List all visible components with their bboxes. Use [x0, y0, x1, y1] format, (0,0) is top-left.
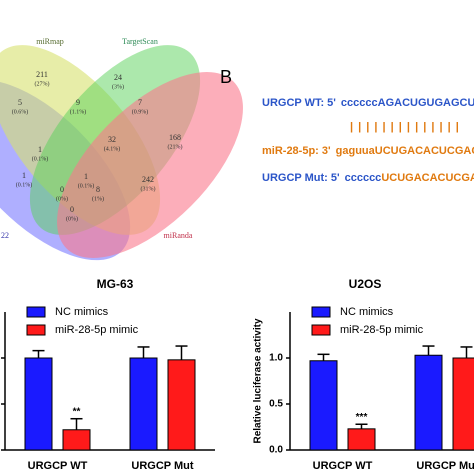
- bar: [62, 429, 91, 451]
- venn-percent: (0.1%): [78, 182, 95, 189]
- venn-percent: (27%): [35, 80, 50, 87]
- base-pairs: | | | | | | | | | | | | | |: [350, 121, 460, 133]
- y-tick-label: 0.0: [269, 445, 283, 456]
- significance-label: ***: [356, 412, 368, 423]
- venn-count: 1: [84, 172, 88, 181]
- bar: [309, 360, 338, 451]
- y-tick-label: 1.0: [269, 353, 283, 364]
- venn-percent: (0%): [56, 195, 68, 202]
- legend-swatch: [26, 306, 46, 318]
- venn-percent: (0.9%): [132, 108, 149, 115]
- venn-count: 8: [96, 185, 100, 194]
- legend-swatch: [311, 324, 331, 336]
- y-tick-label: 0.5: [269, 399, 283, 410]
- y-axis-label: Relative luciferase activity: [253, 318, 264, 444]
- venn-count: 0: [60, 185, 64, 194]
- venn-count: 242: [142, 175, 154, 184]
- x-tick-label: URGCP WT: [313, 460, 373, 472]
- venn-count: 9: [76, 98, 80, 107]
- venn-diagram: [0, 45, 243, 261]
- sequence-part: URGCP WT: 5': [262, 97, 336, 109]
- bar: [414, 354, 443, 451]
- venn-count: 0: [70, 205, 74, 214]
- venn-percent: (0.1%): [16, 181, 33, 188]
- venn-percent: (1%): [92, 195, 104, 202]
- legend-label: miR-28-5p mimic: [55, 324, 139, 336]
- significance-label: **: [73, 406, 81, 417]
- venn-set-label: miRanda: [164, 231, 193, 240]
- venn-percent: (1.1%): [70, 108, 87, 115]
- venn-count: 211: [36, 70, 48, 79]
- venn-count: 168: [169, 133, 181, 142]
- bar: [24, 357, 53, 451]
- venn-set-label: miRmap: [36, 37, 64, 46]
- sequence-part: gaguua: [336, 145, 376, 157]
- sequence-part: miR-28-5p: 3': [262, 145, 331, 157]
- legend-label: NC mimics: [55, 306, 109, 318]
- bar: [452, 357, 474, 451]
- venn-percent: (0%): [66, 215, 78, 222]
- x-tick-label: URGCP WT: [28, 460, 88, 472]
- legend-swatch: [26, 324, 46, 336]
- venn-percent: (4.1%): [104, 145, 121, 152]
- sequence-part: UCUGACACUCGAGGA: [381, 172, 474, 184]
- sequence-part: UCUGACACUCGAGG: [375, 145, 474, 157]
- venn-set-label: 22: [1, 231, 9, 240]
- x-tick-label: URGCP Mut: [131, 460, 193, 472]
- legend-label: NC mimics: [340, 306, 394, 318]
- venn-set-label: TargetScan: [122, 37, 158, 46]
- venn-percent: (0.6%): [12, 108, 29, 115]
- x-tick-label: URGCP Mut: [416, 460, 474, 472]
- sequence-row: miR-28-5p: 3' gaguuaUCUGACACUCGAGG: [262, 145, 474, 157]
- sequence-part: ccccccAGACUGUGAGCUCCU: [341, 97, 474, 109]
- legend-swatch: [311, 306, 331, 318]
- sequence-part: URGCP Mut: 5': [262, 172, 340, 184]
- venn-percent: (31%): [141, 185, 156, 192]
- venn-percent: (21%): [168, 143, 183, 150]
- sequence-row: URGCP WT: 5' ccccccAGACUGUGAGCUCCU: [262, 97, 474, 109]
- bar: [129, 357, 158, 451]
- venn-set: [57, 72, 243, 258]
- legend-label: miR-28-5p mimic: [340, 324, 424, 336]
- venn-count: 1: [38, 145, 42, 154]
- bar: [167, 359, 196, 451]
- venn-count: 5: [18, 98, 22, 107]
- sequence-part: cccccc: [345, 172, 382, 184]
- sequence-row: URGCP Mut: 5' ccccccUCUGACACUCGAGGA: [262, 172, 474, 184]
- venn-percent: (0.1%): [32, 155, 49, 162]
- chart-title: MG-63: [97, 277, 134, 291]
- bar: [347, 428, 376, 451]
- venn-percent: (3%): [112, 83, 124, 90]
- chart-title: U2OS: [349, 277, 382, 291]
- panel-label: B: [220, 67, 232, 87]
- venn-count: 1: [22, 171, 26, 180]
- venn-count: 7: [138, 98, 142, 107]
- venn-count: 24: [114, 73, 122, 82]
- venn-count: 32: [108, 135, 116, 144]
